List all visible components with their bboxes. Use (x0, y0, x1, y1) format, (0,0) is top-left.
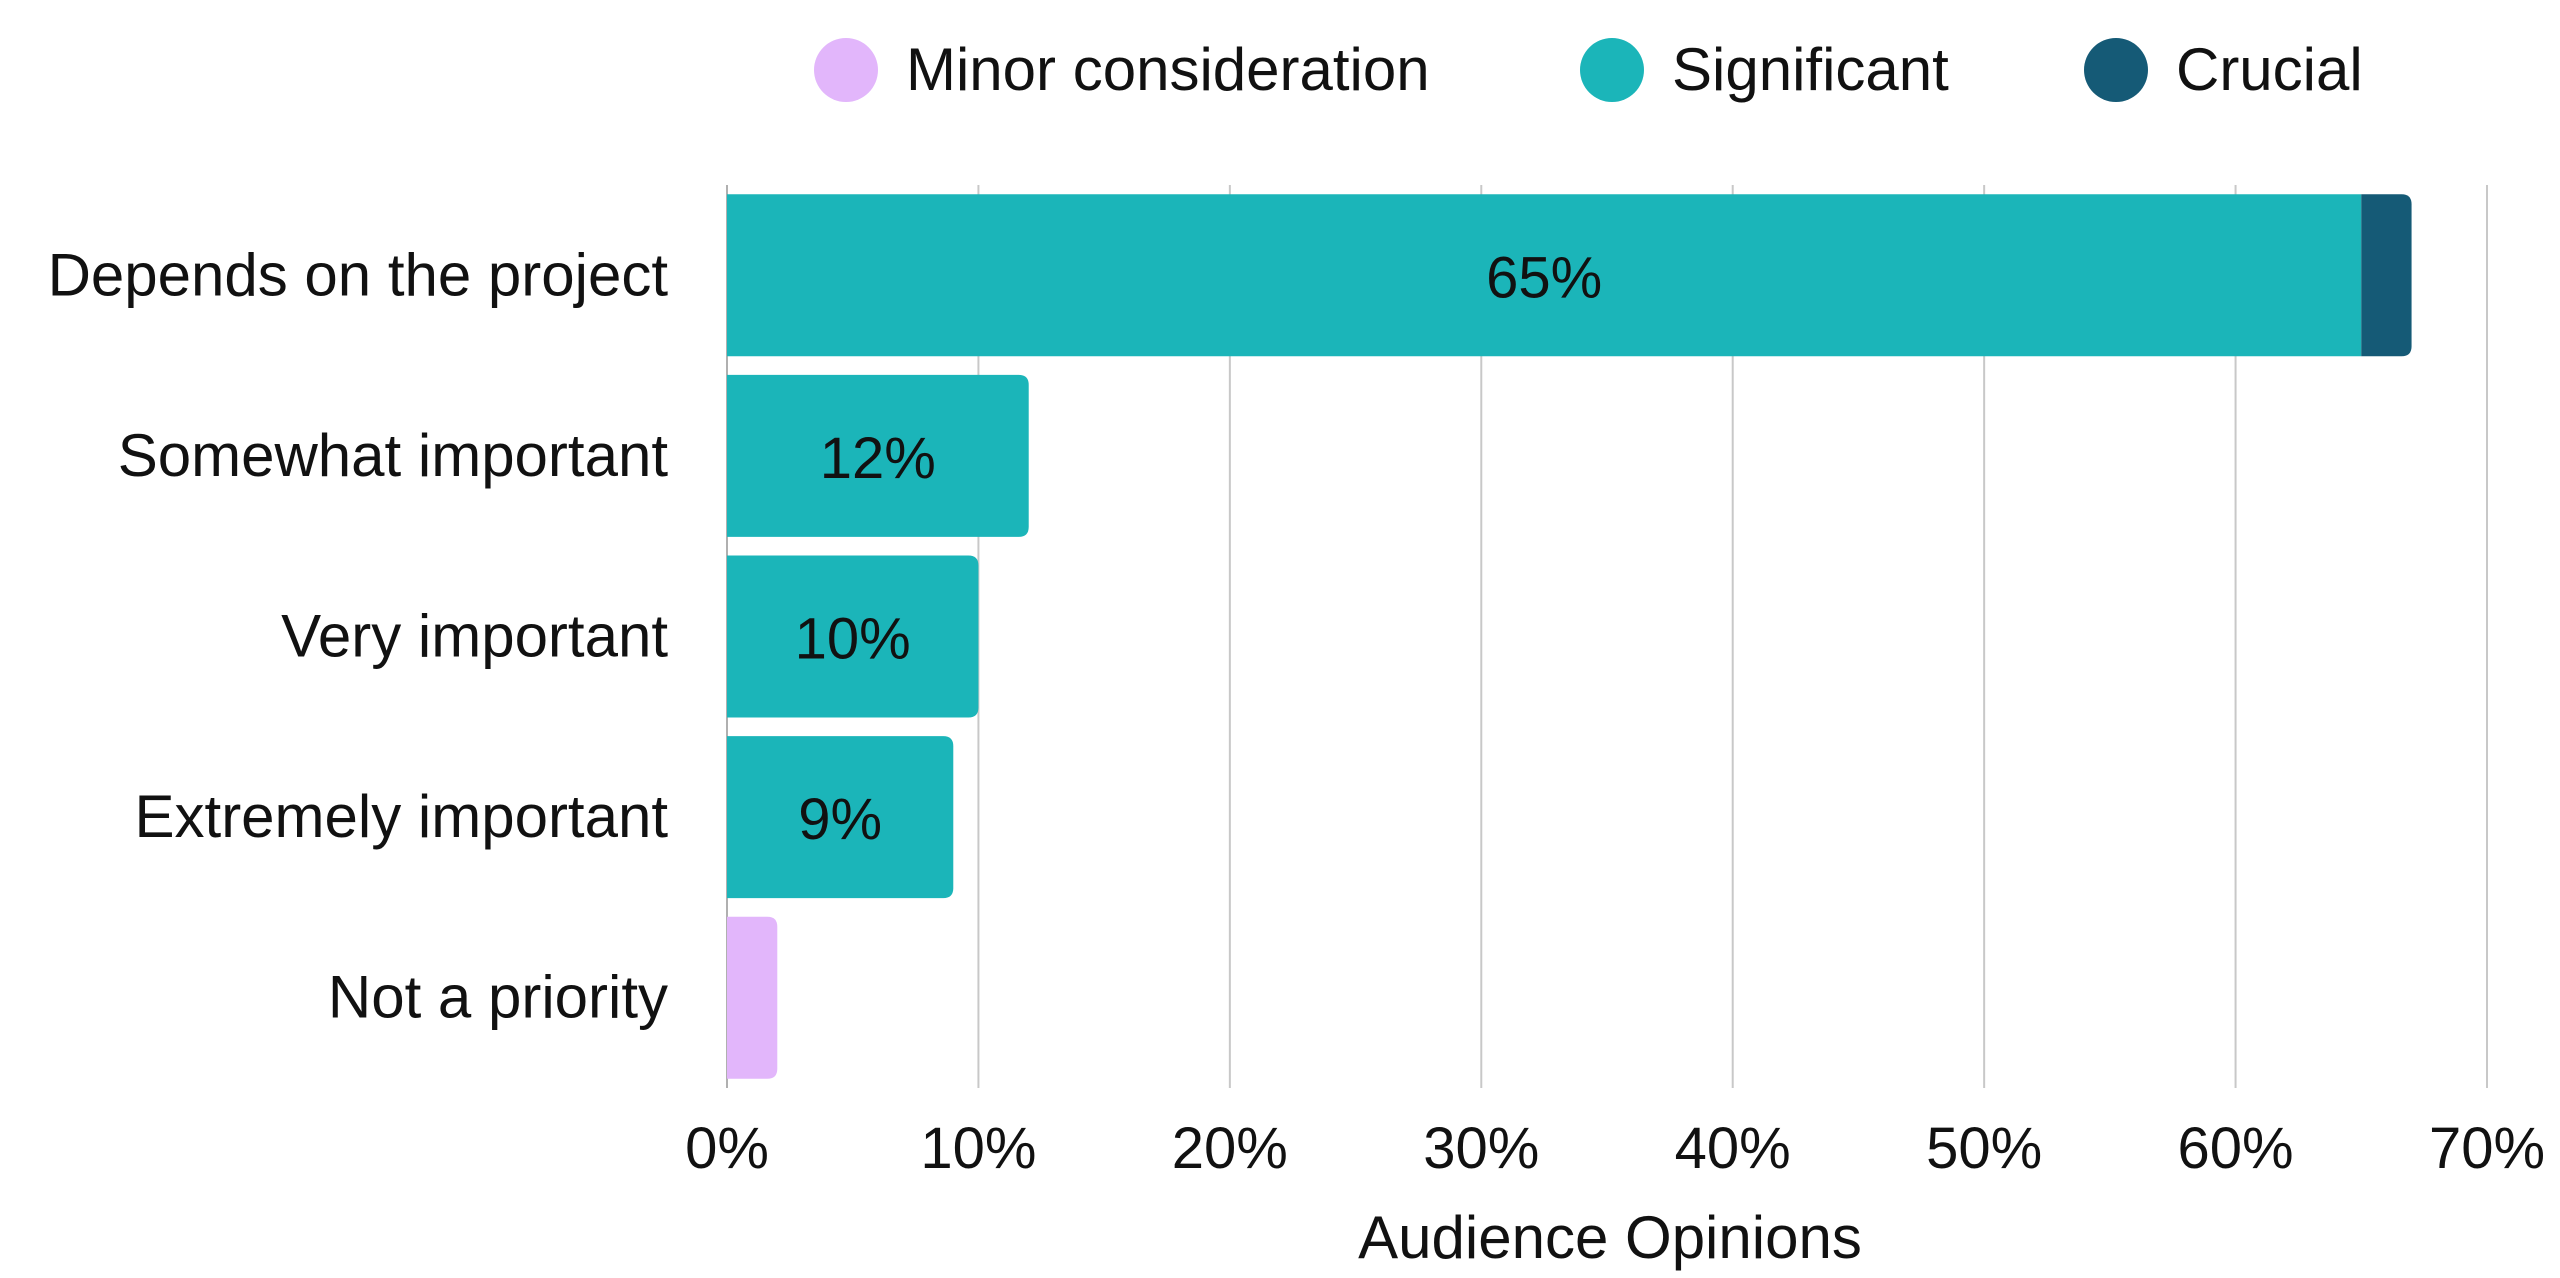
bar-depends-on-the-project-significant (727, 194, 2362, 357)
legend-swatch-crucial (2084, 38, 2148, 102)
x-tick-label-60: 60% (2178, 1116, 2294, 1181)
x-tick-label-40: 40% (1675, 1116, 1791, 1181)
bars: 65% 12% 10% 9% (727, 194, 2412, 1079)
category-labels: Depends on the project Somewhat important… (48, 241, 669, 1030)
legend-label-minor-consideration: Minor consideration (906, 36, 1430, 103)
legend-swatch-significant (1580, 38, 1644, 102)
bar-depends-on-the-project-crucial (2361, 194, 2412, 357)
category-label-not-a-priority: Not a priority (328, 964, 668, 1031)
data-label-depends-on-the-project: 65% (1486, 245, 1602, 310)
bar-somewhat-important-significant (727, 374, 1029, 537)
legend: Minor consideration Significant Crucial (814, 36, 2363, 103)
data-label-somewhat-important: 12% (820, 426, 936, 491)
data-label-extremely-important: 9% (798, 787, 882, 852)
category-label-very-important: Very important (281, 603, 668, 670)
category-label-extremely-important: Extremely important (135, 783, 669, 850)
legend-label-significant: Significant (1672, 36, 1949, 103)
bar-extremely-important-significant (727, 736, 954, 899)
category-label-depends-on-the-project: Depends on the project (48, 241, 669, 308)
legend-label-crucial: Crucial (2176, 36, 2363, 103)
x-axis-title: Audience Opinions (1358, 1204, 1862, 1271)
category-label-somewhat-important: Somewhat important (118, 422, 669, 489)
bar-not-a-priority-minor-consideration (727, 916, 778, 1079)
x-tick-label-10: 10% (920, 1116, 1036, 1181)
bar-very-important-significant (727, 555, 979, 718)
data-label-very-important: 10% (795, 607, 911, 672)
x-tick-label-70: 70% (2429, 1116, 2545, 1181)
x-tick-label-20: 20% (1172, 1116, 1288, 1181)
x-axis-ticks: 0% 10% 20% 30% 40% 50% 60% 70% (685, 1116, 2545, 1181)
x-tick-label-50: 50% (1926, 1116, 2042, 1181)
legend-swatch-minor-consideration (814, 38, 878, 102)
x-tick-label-30: 30% (1423, 1116, 1539, 1181)
x-tick-label-0: 0% (685, 1116, 769, 1181)
